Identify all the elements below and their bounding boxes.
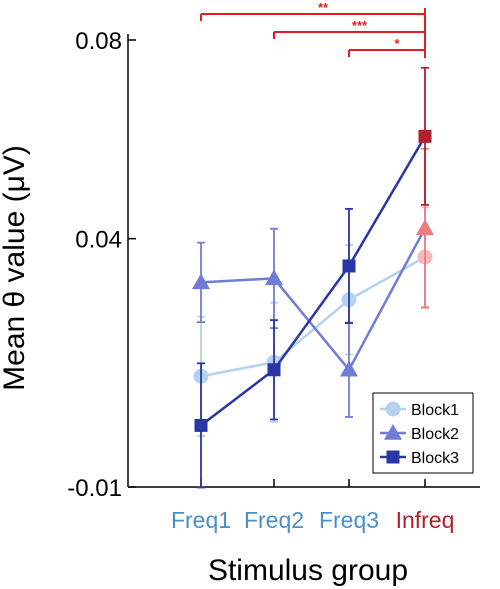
data-point [416,219,434,235]
data-point [418,129,432,143]
data-point [194,418,208,432]
x-axis-title: Stimulus group [208,554,408,587]
legend-label: Block2 [411,426,459,443]
series-line [200,227,427,373]
x-tick-label: Infreq [396,507,455,533]
legend-marker [384,424,402,440]
significance-label: * [394,36,400,51]
x-tick-label: Freq1 [171,507,231,533]
legend-marker [386,450,400,464]
legend: Block1 Block2 Block3 [372,392,474,474]
data-point [267,363,281,377]
significance-label: ** [318,0,329,15]
axes: -0.01 0.04 0.08 Freq1 Freq2 Freq3 Infreq [67,28,480,533]
y-tick-label: 0.04 [75,227,122,254]
y-tick-label: 0.08 [75,28,122,55]
legend-label: Block1 [411,402,459,419]
significance-label: *** [352,18,368,33]
legend-label: Block3 [411,450,459,467]
series-block2 [192,147,434,418]
series-block3 [194,66,432,489]
legend-marker [385,401,401,417]
y-tick-label: -0.01 [67,475,122,502]
plot-area [192,66,434,489]
significance-brackets: ****** [200,0,426,58]
data-point [342,259,356,273]
x-tick-label: Freq2 [244,507,304,533]
x-tick-label: Freq3 [319,507,379,533]
data-point [192,273,210,290]
data-point [340,360,358,377]
series-line [200,135,427,427]
series-line [200,255,426,378]
data-point [265,269,283,286]
y-axis-title: Mean θ value (μV) [0,145,31,391]
